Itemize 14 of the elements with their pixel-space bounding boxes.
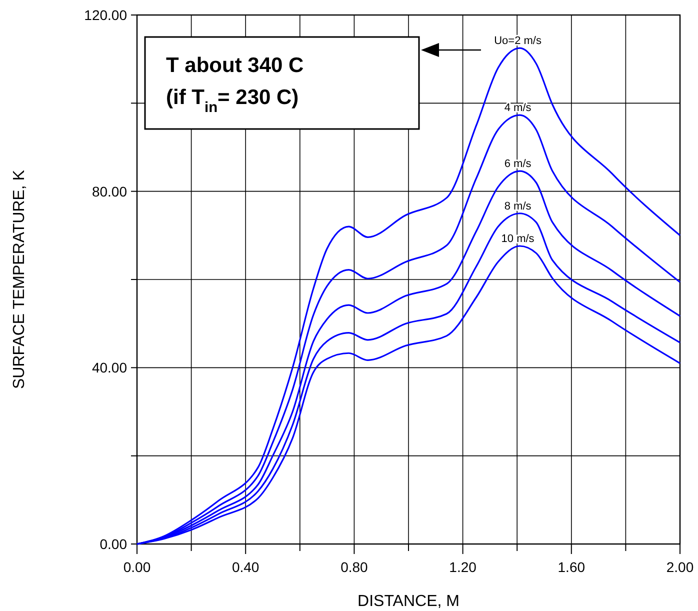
- x-tick-label: 0.40: [232, 559, 260, 575]
- x-tick-label: 0.80: [340, 559, 368, 575]
- x-axis-title: DISTANCE, M: [358, 593, 460, 610]
- annotation: T about 340 C: [166, 54, 304, 77]
- y-tick-label: 40.00: [92, 360, 128, 376]
- y-tick-label: 120.00: [84, 7, 128, 23]
- x-tick-label: 1.20: [449, 559, 477, 575]
- y-axis-title: SURFACE TEMPERATURE, K: [11, 170, 28, 389]
- x-tick-label: 0.00: [123, 559, 151, 575]
- y-tick-label: 0.00: [100, 536, 128, 552]
- y-tick-label: 80.00: [92, 183, 128, 200]
- annotation: (if T$_{in}$= 230 C): [166, 86, 299, 116]
- x-tick-label: 1.60: [558, 559, 586, 575]
- x-tick-label: 2.00: [666, 559, 694, 575]
